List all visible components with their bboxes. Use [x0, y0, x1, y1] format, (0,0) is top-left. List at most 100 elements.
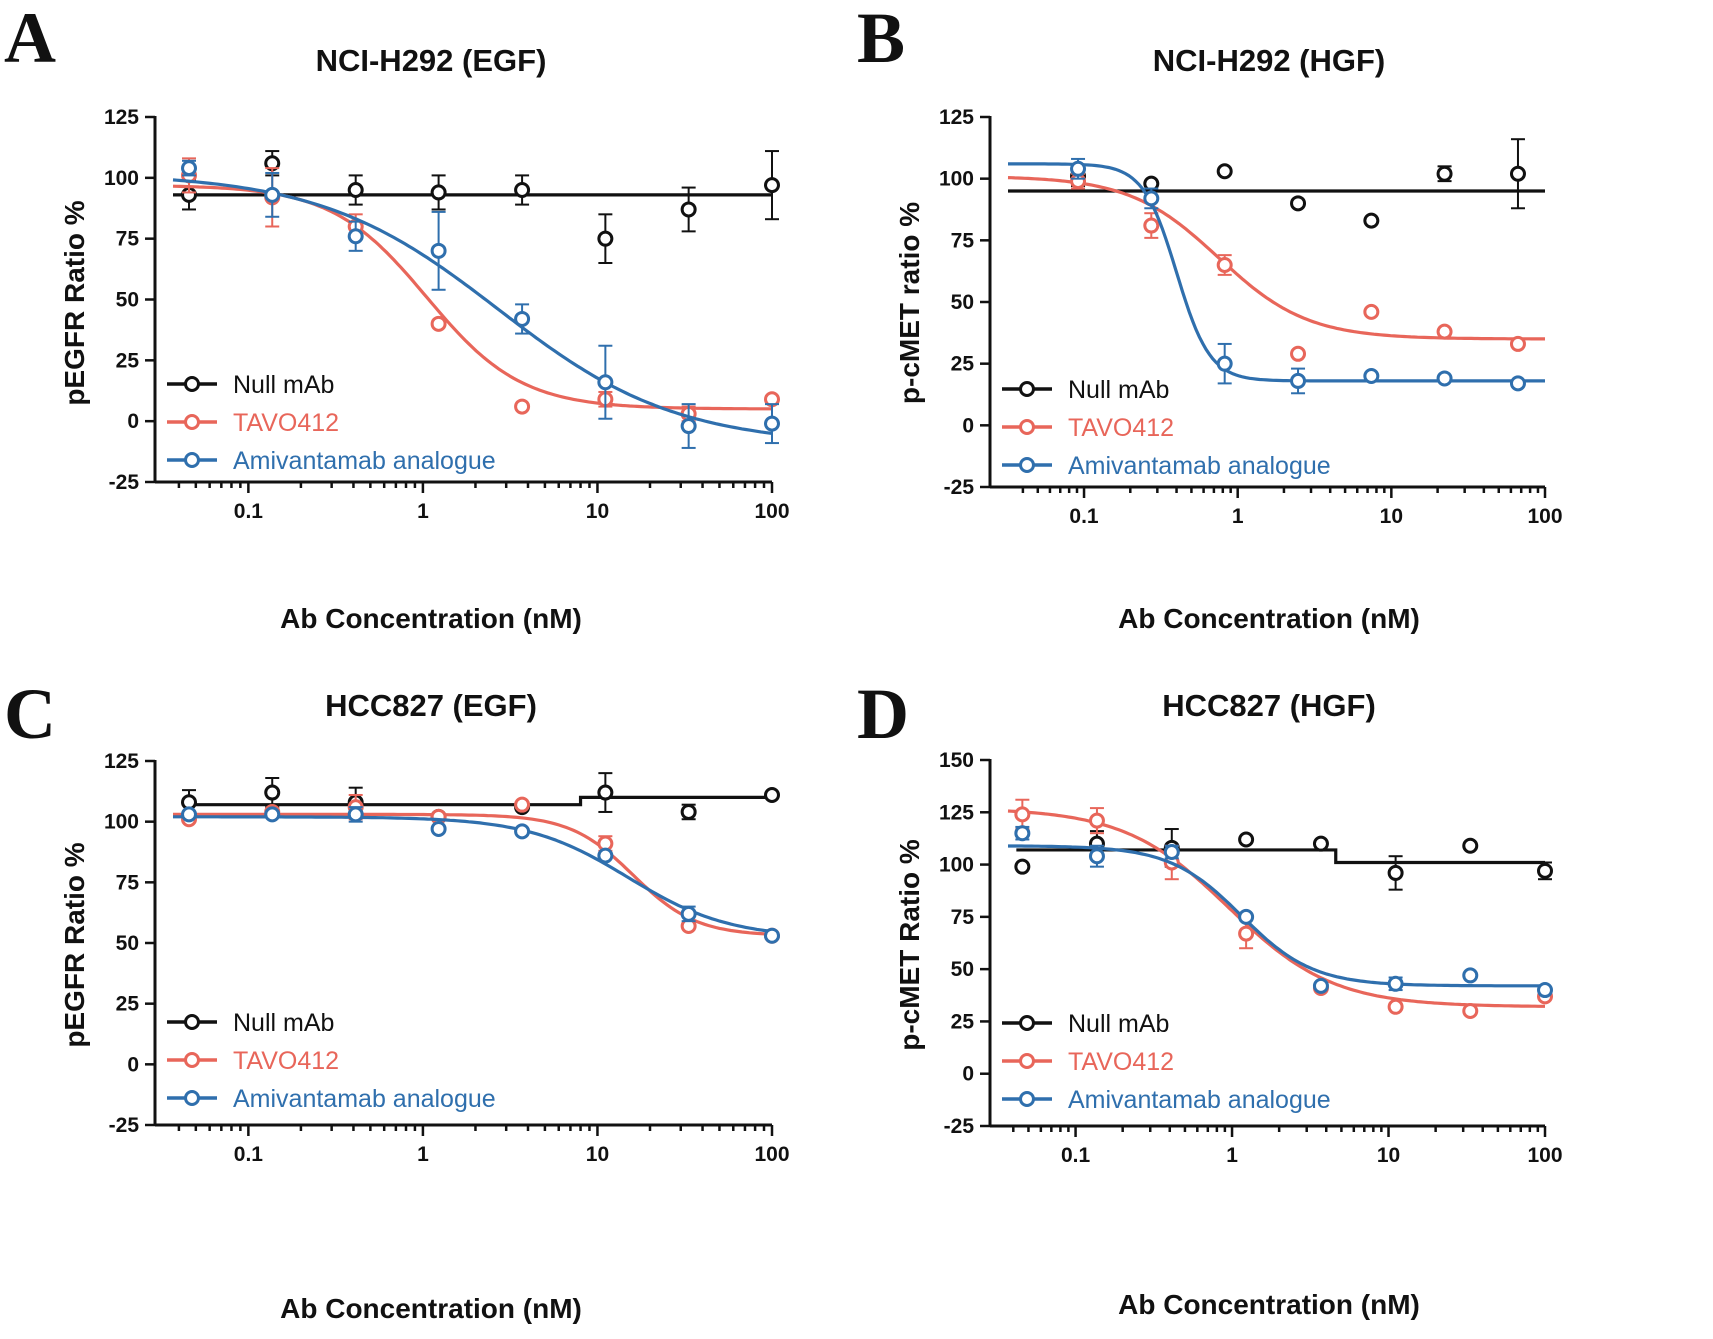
chart-d-xtick-label: 100: [1527, 1144, 1562, 1167]
chart-b-ytick-label: 75: [951, 229, 975, 252]
chart-d-ytick-label: -25: [944, 1115, 975, 1138]
chart-c-ytick-label: 25: [116, 993, 140, 1016]
chart-d-series-null-mab-legend-label: Null mAb: [1068, 1010, 1169, 1038]
chart-a-series-amivantamab-point: [347, 228, 364, 245]
chart-b-series-tavo412-point: [1436, 323, 1453, 340]
chart-b-series-amivantamab-point: [1290, 372, 1307, 389]
chart-c-series-amivantamab-point: [264, 806, 281, 823]
chart-c-series-null-mab-point: [764, 786, 780, 803]
chart-a-xlabel: Ab Concentration (nM): [280, 603, 582, 634]
chart-a-series-null-mab-legend-marker: [184, 376, 200, 392]
chart-b-series-amivantamab-point: [1216, 355, 1233, 372]
chart-c-series-null-mab-legend-label: Null mAb: [233, 1009, 334, 1037]
chart-a-series-amivantamab-point: [430, 242, 447, 259]
chart-c-svg: C HCC827 (EGF) Ab Concentration (nM) pEG…: [4, 674, 790, 1324]
chart-b-ytick-label: 25: [951, 353, 975, 376]
chart-b-xlabel: Ab Concentration (nM): [1118, 603, 1420, 634]
chart-b-series-null-mab-legend-marker: [1019, 381, 1035, 397]
chart-c-series-amivantamab-point: [680, 905, 697, 922]
chart-d-xlabel: Ab Concentration (nM): [1118, 1289, 1420, 1320]
chart-d-series-amivantamab-legend-label: Amivantamab analogue: [1068, 1086, 1331, 1114]
chart-a-ylabel: pEGFR Ratio %: [59, 200, 90, 405]
chart-d-series-amivantamab-legend-marker: [1019, 1091, 1035, 1107]
chart-a-ytick-label: 0: [127, 410, 139, 433]
chart-d-ytick-label: 50: [951, 958, 974, 981]
chart-c-ytick-label: 75: [116, 871, 140, 894]
chart-b-series-null-mab-point: [1216, 163, 1233, 180]
chart-panel-d: D HCC827 (HGF) Ab Concentration (nM) p-c…: [857, 670, 1713, 1339]
chart-d-series-amivantamab-point: [1014, 825, 1031, 842]
chart-a-ytick-label: 25: [116, 349, 140, 372]
chart-a-series-amivantamab-point: [597, 374, 614, 391]
chart-d-xtick-label: 10: [1377, 1144, 1400, 1167]
chart-b-series-amivantamab-legend-marker: [1019, 457, 1035, 473]
chart-d-series-tavo412-point: [1088, 812, 1105, 829]
chart-b-series-amivantamab-point: [1143, 190, 1160, 207]
chart-d-ytick-label: 125: [939, 801, 974, 824]
chart-b-series-amivantamab-point: [1436, 370, 1453, 387]
chart-a-series-tavo412-point: [430, 315, 447, 332]
chart-c-series-tavo412-legend-marker: [184, 1052, 200, 1068]
chart-panel-b: B NCI-H292 (HGF) Ab Concentration (nM) p…: [857, 0, 1713, 669]
chart-a-ytick-label: 125: [104, 106, 139, 129]
chart-a-ytick-label: -25: [109, 471, 140, 494]
chart-c-series-amivantamab-point: [597, 847, 614, 864]
chart-a-xtick-label: 10: [586, 500, 609, 523]
chart-a-series-amivantamab-point: [514, 310, 531, 327]
chart-a-xtick-label: 0.1: [234, 500, 264, 523]
chart-d-ytick-label: 0: [962, 1063, 974, 1086]
chart-b-series-tavo412-legend-label: TAVO412: [1068, 414, 1174, 442]
chart-d-series-amivantamab-point: [1163, 844, 1180, 861]
chart-b-series-null-mab-point: [1363, 212, 1380, 229]
chart-c-plot: -25 0 25 50 75 100 125 0.1 1 10 100 Null mAb TAVO412…: [104, 750, 790, 1166]
chart-a-series-tavo412-legend-label: TAVO412: [233, 409, 339, 437]
chart-panel-c: C HCC827 (EGF) Ab Concentration (nM) pEG…: [0, 670, 856, 1339]
chart-d-series-amivantamab-point: [1462, 967, 1479, 984]
chart-a-svg: A NCI-H292 (EGF) Ab Concentration (nM) p…: [4, 0, 790, 634]
chart-d-series-null-mab-point: [1462, 837, 1479, 854]
chart-c-series-tavo412-point: [514, 796, 531, 813]
chart-d-ytick-label: 75: [951, 906, 975, 929]
chart-d-series-null-mab-point: [1014, 858, 1031, 875]
chart-c-series-null-mab-point: [264, 784, 281, 801]
chart-a-series-amivantamab-point: [264, 186, 281, 203]
chart-b-ytick-label: -25: [944, 476, 975, 499]
chart-d-series-null-mab-point: [1238, 831, 1255, 848]
chart-d-series-amivantamab-point: [1537, 982, 1553, 999]
chart-c-series-amivantamab-legend-label: Amivantamab analogue: [233, 1085, 496, 1113]
chart-a-series-tavo412-point: [514, 398, 531, 415]
chart-a-series-null-mab-point: [764, 177, 780, 194]
chart-c-ytick-label: 100: [104, 811, 139, 834]
chart-b-series-amivantamab-legend-label: Amivantamab analogue: [1068, 452, 1331, 480]
chart-d-ytick-label: 25: [951, 1010, 975, 1033]
chart-b-title: NCI-H292 (HGF): [1153, 43, 1386, 78]
chart-b-series-tavo412-fit-line: [1007, 176, 1545, 341]
chart-d-series-tavo412-point: [1014, 806, 1031, 823]
chart-c-ytick-label: -25: [109, 1114, 140, 1137]
chart-b-series-tavo412-legend-marker: [1019, 419, 1035, 435]
chart-b-series-null-mab-point: [1509, 165, 1526, 182]
chart-c-xlabel: Ab Concentration (nM): [280, 1293, 582, 1324]
chart-c-series-null-mab-point: [680, 803, 697, 820]
chart-d-series-tavo412-legend-label: TAVO412: [1068, 1048, 1174, 1076]
chart-b-xtick-label: 100: [1527, 505, 1562, 528]
chart-a-series-amivantamab-point: [680, 418, 697, 435]
chart-b-series-tavo412-point: [1509, 335, 1526, 352]
chart-d-series-tavo412-point: [1238, 925, 1255, 942]
chart-a-plot: -25 0 25 50 75 100 125 0.1 1 10 100 Null mAb TAVO412…: [104, 106, 790, 523]
chart-c-xtick-label: 100: [754, 1143, 789, 1166]
chart-a-xtick-label: 100: [754, 500, 789, 523]
chart-b-svg: B NCI-H292 (HGF) Ab Concentration (nM) p…: [857, 0, 1563, 634]
chart-c-series-amivantamab-point: [764, 927, 780, 944]
chart-c-xtick-label: 10: [586, 1143, 609, 1166]
chart-b-ytick-label: 0: [962, 414, 974, 437]
chart-d-xtick-label: 0.1: [1061, 1144, 1091, 1167]
chart-b-ytick-label: 50: [951, 291, 974, 314]
chart-d-svg: D HCC827 (HGF) Ab Concentration (nM) p-c…: [857, 674, 1563, 1320]
chart-a-series-null-mab-point: [514, 182, 531, 198]
chart-a-series-amivantamab-point: [181, 160, 198, 177]
panel-letter-d: D: [857, 674, 909, 754]
chart-d-series-amivantamab-fit-line: [1008, 844, 1545, 988]
chart-a-series-null-mab-point: [347, 182, 364, 198]
chart-a-series-null-mab-point: [430, 184, 447, 201]
